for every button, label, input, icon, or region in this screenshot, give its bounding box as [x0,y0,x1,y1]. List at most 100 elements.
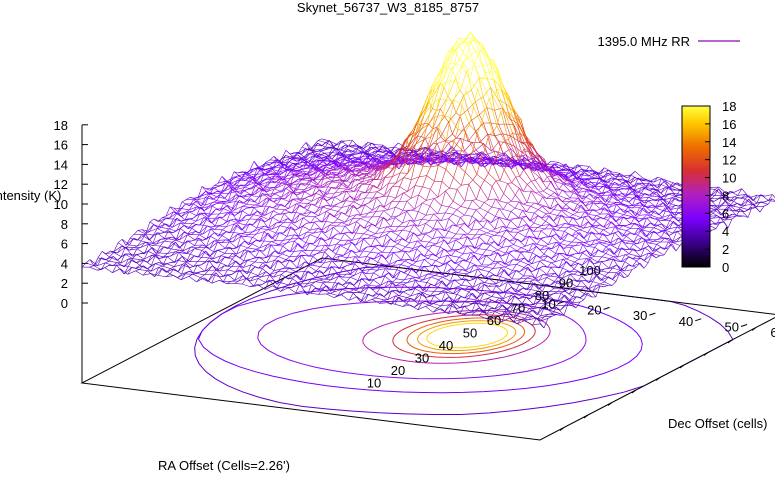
mesh-line [631,209,640,216]
mesh-line [484,274,493,279]
mesh-line [456,209,465,216]
mesh-line [233,235,242,243]
mesh-line [568,300,577,309]
mesh-line [625,243,634,245]
mesh-line [446,63,455,65]
mesh-line [216,265,225,271]
mesh-line [489,262,498,266]
mesh-line [423,276,432,281]
mesh-line [528,235,538,245]
mesh-line [201,195,210,207]
mesh-line [277,259,286,268]
mesh-line [436,239,445,245]
mesh-line [331,181,340,184]
mesh-line [233,232,242,234]
mesh-line [564,294,573,303]
mesh-line [519,266,528,272]
mesh-line [298,237,307,244]
mesh-line [231,211,239,213]
mesh-line [495,198,504,210]
mesh-line [220,269,228,272]
mesh-line [546,272,555,275]
mesh-line [235,255,241,259]
mesh-line [257,278,266,283]
mesh-line [203,217,212,224]
mesh-line [428,249,437,257]
mesh-line [458,264,467,271]
mesh-line [653,227,662,231]
mesh-line [194,234,200,241]
mesh-line [204,205,213,211]
mesh-line [447,250,456,252]
mesh-line [582,252,591,259]
mesh-line [538,209,547,214]
mesh-line [518,201,527,212]
mesh-line [521,306,530,309]
mesh-line [260,228,269,230]
mesh-line [558,270,567,277]
mesh-line [278,178,287,184]
mesh-line [406,211,415,222]
mesh-line [589,268,598,273]
mesh-line [196,213,205,216]
mesh-line [406,224,414,228]
mesh-line [601,270,609,273]
mesh-line [561,210,570,218]
mesh-line [274,250,283,255]
mesh-line [293,250,302,252]
mesh-line [311,278,320,281]
mesh-line [300,265,309,268]
mesh-line [360,293,369,303]
mesh-line [562,274,570,279]
mesh-line [501,252,510,257]
mesh-line [319,270,328,279]
mesh-line [497,249,506,254]
mesh-line [276,277,286,285]
mesh-line [530,205,539,210]
mesh-line [370,257,379,263]
mesh-line [321,142,326,147]
mesh-line [573,204,582,212]
mesh-line [501,317,510,323]
mesh-line [129,244,138,247]
mesh-line [435,265,444,275]
mesh-line [211,280,220,284]
mesh-line [467,131,476,142]
mesh-line [269,271,278,275]
mesh-line [441,304,449,307]
mesh-line [303,196,309,199]
mesh-line [352,237,360,241]
mesh-line [446,263,455,271]
mesh-line [445,288,454,294]
mesh-line [271,176,280,180]
mesh-line [366,174,371,178]
mesh-line [330,282,339,292]
mesh-line [155,254,164,265]
mesh-line [145,224,154,234]
mesh-line [258,271,267,276]
mesh-line [482,63,491,67]
mesh-line [302,215,308,219]
mesh-line [372,287,381,290]
mesh-line [384,275,393,283]
mesh-line [540,313,549,317]
mesh-line [365,272,374,274]
mesh-line [291,169,300,172]
mesh-line [395,192,404,199]
mesh-line [509,118,518,124]
mesh-line [479,220,488,223]
mesh-line [519,277,528,280]
mesh-line [190,248,195,255]
mesh-line [322,288,331,294]
mesh-line [85,262,94,266]
mesh-line [168,238,176,241]
mesh-line [120,258,129,264]
mesh-line [358,256,367,258]
mesh-line [140,258,145,261]
mesh-line [557,276,567,285]
mesh-line [590,257,598,263]
mesh-line [228,194,236,202]
mesh-line [522,204,531,207]
mesh-line [533,230,542,232]
